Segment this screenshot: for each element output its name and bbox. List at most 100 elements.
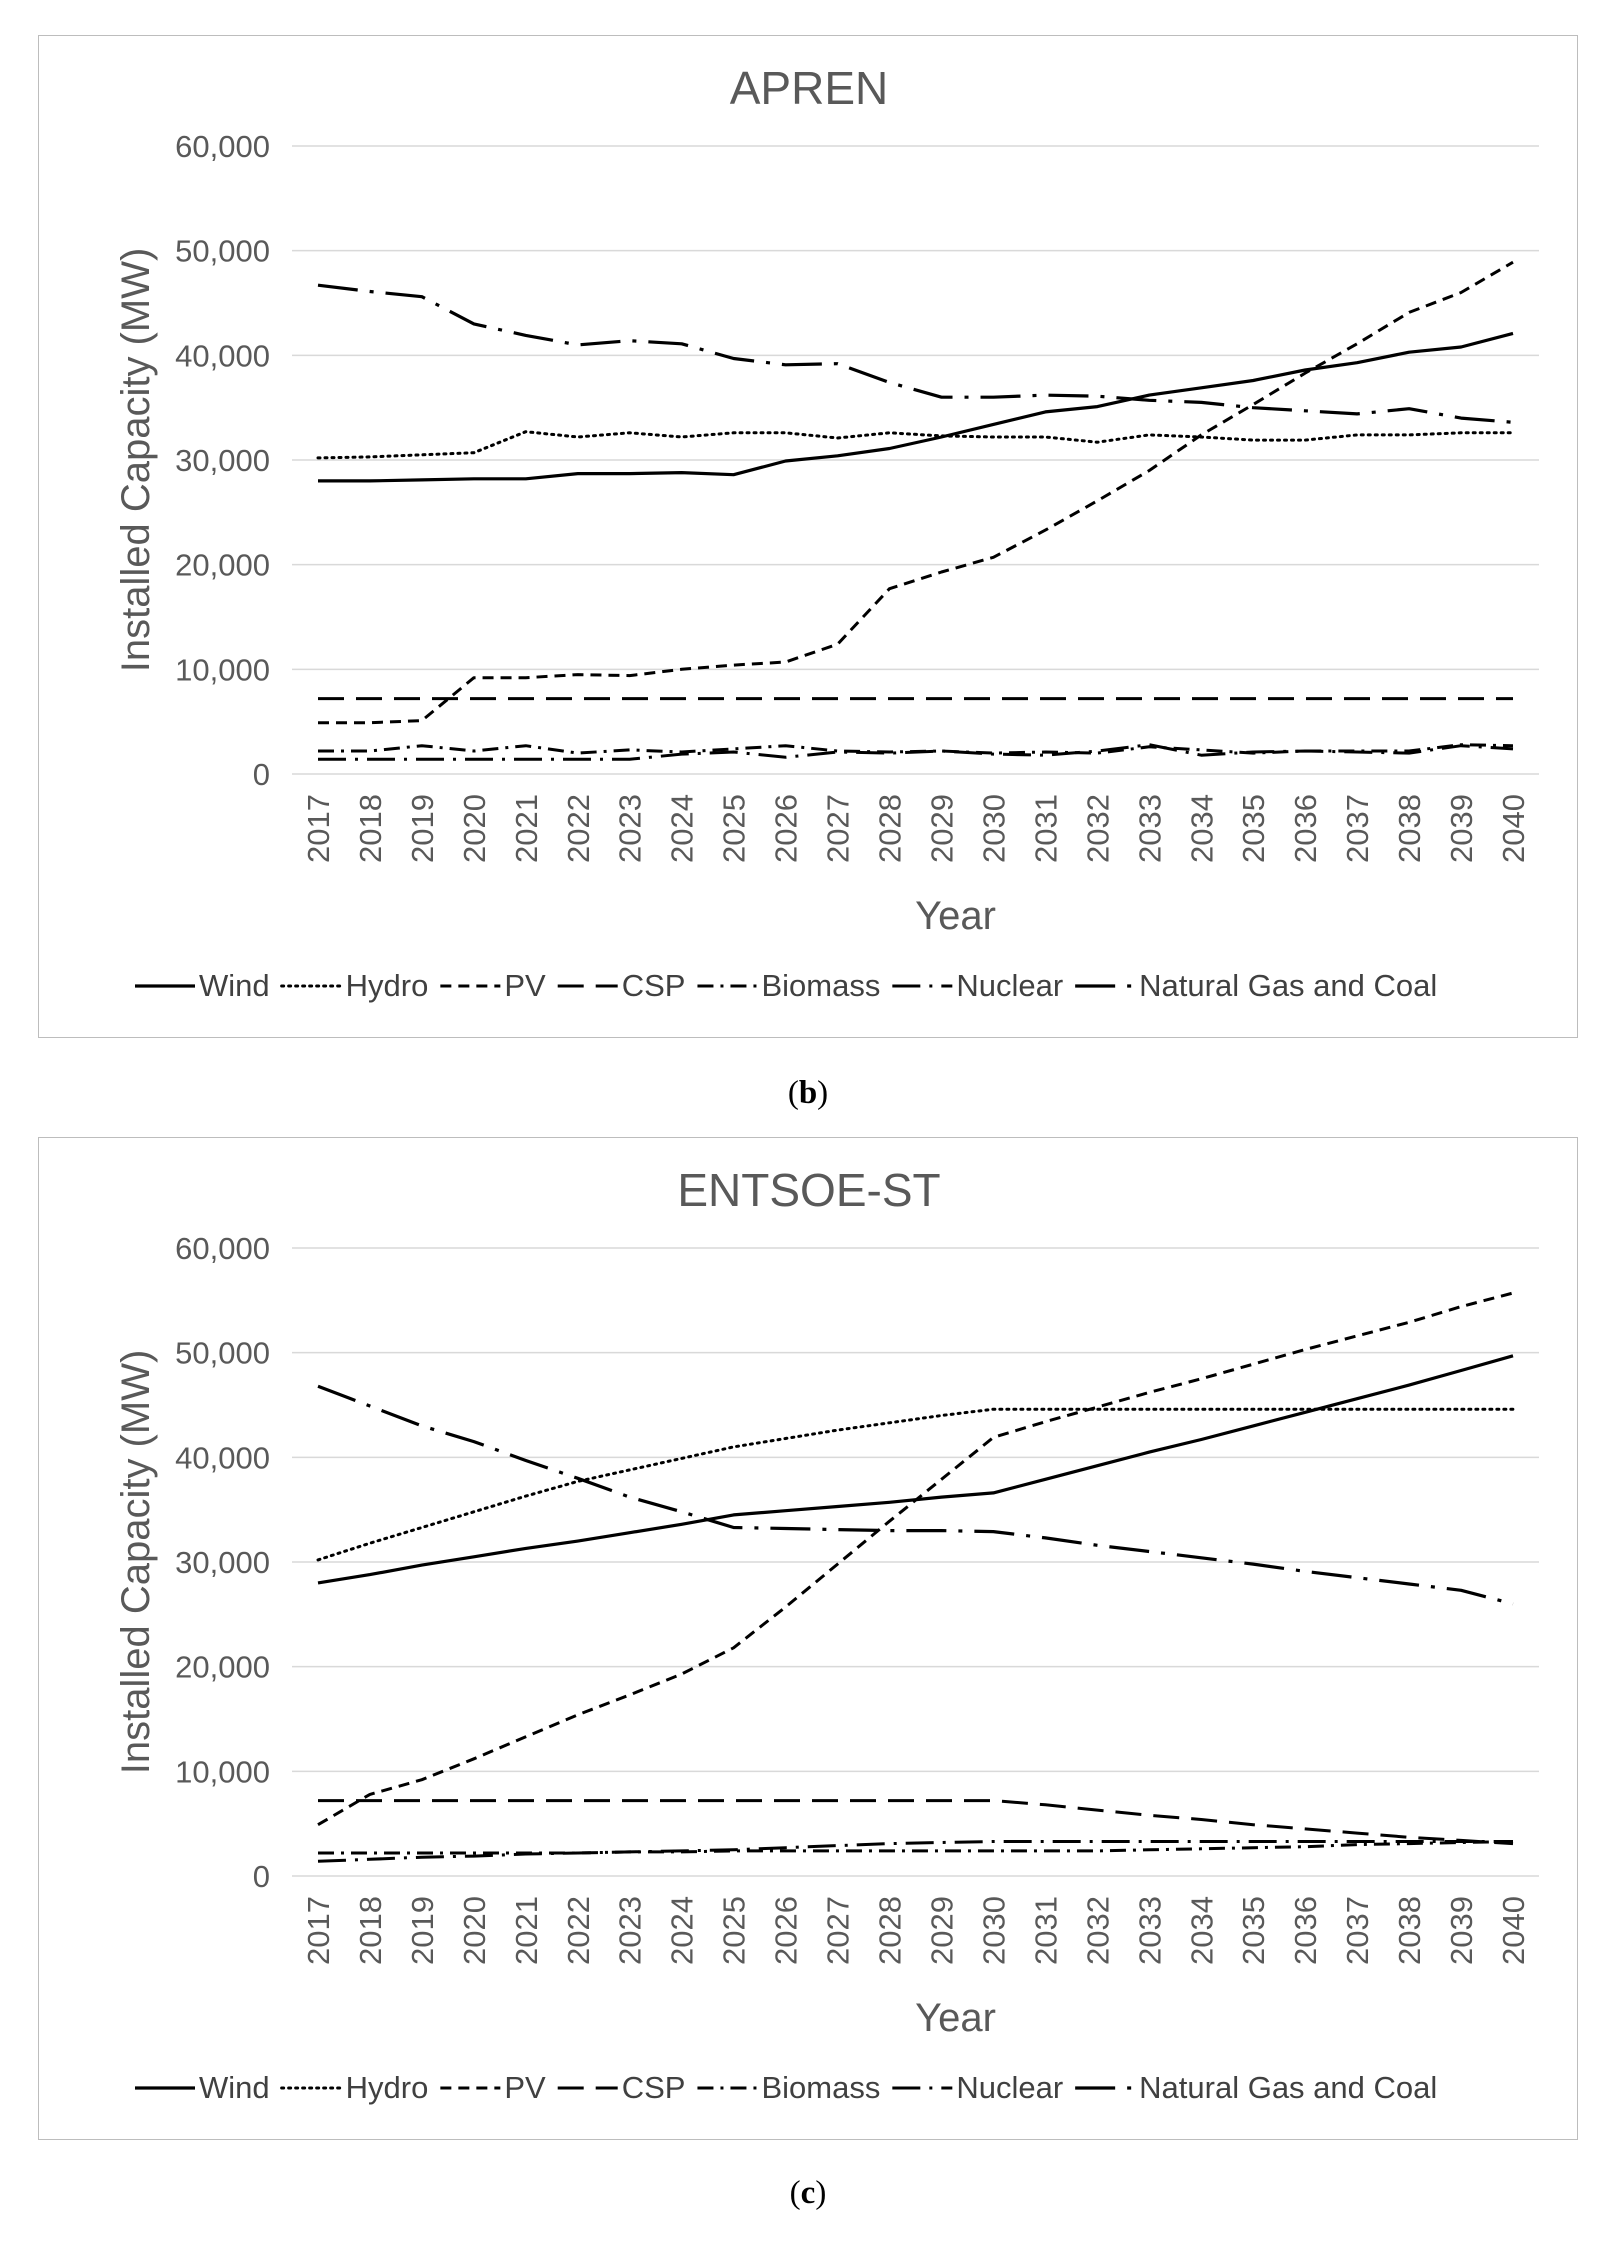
x-tick-label: 2035 bbox=[1236, 1896, 1271, 1965]
x-tick-label: 2038 bbox=[1392, 1896, 1427, 1965]
legend-label: Natural Gas and Coal bbox=[1139, 2070, 1437, 2105]
y-tick-label: 20,000 bbox=[175, 548, 270, 583]
x-tick-label: 2036 bbox=[1288, 1896, 1323, 1965]
legend-item-biomass: Biomass bbox=[697, 2070, 880, 2105]
series-line-natural-gas-and-coal bbox=[317, 1384, 1514, 1606]
x-tick-label: 2023 bbox=[613, 1896, 648, 1965]
x-tick-label: 2026 bbox=[769, 794, 804, 863]
legend-label: Biomass bbox=[761, 968, 880, 1003]
x-tick-label: 2040 bbox=[1496, 1896, 1531, 1965]
x-tick-label: 2033 bbox=[1132, 794, 1167, 863]
legend-label: Wind bbox=[199, 2070, 270, 2105]
legend-item-hydro: Hydro bbox=[280, 968, 428, 1003]
x-tick-label: 2017 bbox=[301, 1896, 336, 1965]
legend-item-wind: Wind bbox=[135, 2070, 270, 2105]
series-line-pv bbox=[317, 1291, 1514, 1826]
series-line-wind bbox=[317, 1354, 1514, 1585]
x-tick-label: 2022 bbox=[561, 794, 596, 863]
x-tick-label: 2028 bbox=[873, 1896, 908, 1965]
caption-label-b: b bbox=[798, 1075, 818, 1111]
x-tick-label: 2029 bbox=[924, 794, 959, 863]
x-tick-label: 2019 bbox=[405, 1896, 440, 1965]
x-tick-label: 2024 bbox=[665, 794, 700, 863]
y-tick-label: 0 bbox=[253, 757, 270, 792]
legend-item-nuclear: Nuclear bbox=[892, 968, 1063, 1003]
y-axis-title: Installed Capacity (MW) bbox=[114, 248, 158, 673]
y-tick-label: 40,000 bbox=[175, 1440, 270, 1475]
x-tick-label: 2030 bbox=[976, 1896, 1011, 1965]
x-tick-label: 2018 bbox=[353, 1896, 388, 1965]
figure-caption-c: (c) bbox=[789, 2175, 827, 2211]
legend-label: Nuclear bbox=[956, 968, 1063, 1003]
x-tick-label: 2034 bbox=[1184, 794, 1219, 863]
legend-item-pv: PV bbox=[440, 968, 546, 1003]
legend-label: PV bbox=[504, 968, 546, 1003]
series-line-natural-gas-and-coal bbox=[317, 283, 1514, 424]
legend-label: Nuclear bbox=[956, 2070, 1063, 2105]
x-tick-label: 2033 bbox=[1132, 1896, 1167, 1965]
legend-item-natural-gas-and-coal: Natural Gas and Coal bbox=[1075, 2070, 1437, 2105]
y-tick-label: 10,000 bbox=[175, 652, 270, 687]
y-tick-label: 60,000 bbox=[175, 129, 270, 164]
legend-label: Natural Gas and Coal bbox=[1139, 968, 1437, 1003]
x-tick-label: 2029 bbox=[924, 1896, 959, 1965]
x-tick-label: 2031 bbox=[1028, 1896, 1063, 1965]
series-line-nuclear bbox=[318, 743, 1514, 761]
legend-label: Wind bbox=[199, 968, 270, 1003]
x-tick-label: 2030 bbox=[976, 794, 1011, 863]
x-tick-label: 2027 bbox=[821, 794, 856, 863]
legend-item-natural-gas-and-coal: Natural Gas and Coal bbox=[1075, 968, 1437, 1003]
x-tick-label: 2032 bbox=[1080, 794, 1115, 863]
x-tick-label: 2018 bbox=[353, 794, 388, 863]
chart-apren: APREN 0 10,000 20,000 30,000 40,000 50,000 60,0… bbox=[114, 62, 1539, 1003]
figure-caption-b: (b) bbox=[787, 1075, 829, 1111]
x-tick-label: 2023 bbox=[613, 794, 648, 863]
y-tick-label: 40,000 bbox=[175, 338, 270, 373]
x-tick-label: 2025 bbox=[717, 1896, 752, 1965]
x-tick-label: 2022 bbox=[561, 1896, 596, 1965]
legend-label: CSP bbox=[622, 2070, 686, 2105]
legend-item-csp: CSP bbox=[557, 968, 686, 1003]
x-tick-label: 2028 bbox=[873, 794, 908, 863]
x-tick-label: 2038 bbox=[1392, 794, 1427, 863]
x-tick-label: 2039 bbox=[1444, 1896, 1479, 1965]
x-tick-label: 2032 bbox=[1080, 1896, 1115, 1965]
x-tick-label: 2035 bbox=[1236, 794, 1271, 863]
x-tick-label: 2031 bbox=[1028, 794, 1063, 863]
x-tick-label: 2027 bbox=[821, 1896, 856, 1965]
x-tick-label: 2025 bbox=[717, 794, 752, 863]
series-line-nuclear bbox=[317, 1840, 1513, 1863]
series-line-wind bbox=[318, 331, 1514, 483]
y-tick-label: 30,000 bbox=[175, 443, 270, 478]
x-tick-label: 2020 bbox=[457, 1896, 492, 1965]
y-tick-label: 60,000 bbox=[175, 1231, 270, 1266]
y-tick-label: 50,000 bbox=[175, 1336, 270, 1371]
x-tick-label: 2024 bbox=[665, 1896, 700, 1965]
x-tick-label: 2021 bbox=[509, 1896, 544, 1965]
x-tick-label: 2021 bbox=[509, 794, 544, 863]
legend-label: Hydro bbox=[346, 2070, 429, 2105]
y-tick-label: 50,000 bbox=[175, 234, 270, 269]
x-tick-label: 2019 bbox=[405, 794, 440, 863]
x-tick-label: 2020 bbox=[457, 794, 492, 863]
x-tick-label: 2039 bbox=[1444, 794, 1479, 863]
legend-item-hydro: Hydro bbox=[280, 2070, 429, 2105]
series-line-hydro bbox=[316, 1407, 1515, 1562]
chart-panel-apren: APREN 0 10,000 20,000 30,000 40,000 50,000 60,0… bbox=[38, 35, 1578, 1038]
y-axis-title: Installed Capacity (MW) bbox=[114, 1350, 158, 1775]
y-tick-label: 0 bbox=[253, 1859, 270, 1894]
chart-title: ENTSOE-ST bbox=[677, 1164, 940, 1216]
caption-label-c: c bbox=[800, 2175, 816, 2211]
y-tick-label: 10,000 bbox=[175, 1754, 270, 1789]
x-axis-title: Year bbox=[915, 894, 996, 938]
x-tick-label: 2037 bbox=[1340, 1896, 1375, 1965]
legend-item-pv: PV bbox=[440, 2070, 546, 2105]
legend-label: CSP bbox=[622, 968, 686, 1003]
y-tick-label: 20,000 bbox=[175, 1650, 270, 1685]
x-axis-title: Year bbox=[915, 1996, 996, 2040]
x-tick-label: 2036 bbox=[1288, 794, 1323, 863]
legend-item-biomass: Biomass bbox=[697, 968, 880, 1003]
legend-label: PV bbox=[504, 2070, 546, 2105]
series-line-hydro bbox=[316, 430, 1515, 460]
legend-item-nuclear: Nuclear bbox=[892, 2070, 1063, 2105]
